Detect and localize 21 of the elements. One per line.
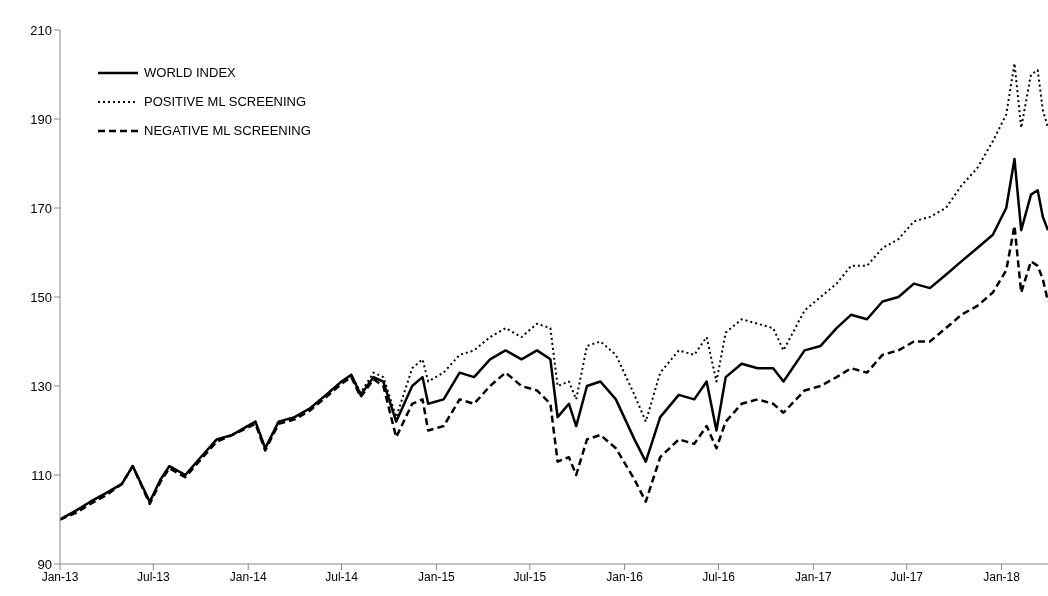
- y-tick-label: 130: [30, 378, 52, 394]
- x-tick-label: Jul-17: [890, 569, 924, 584]
- x-tick-label: Jan-18: [983, 569, 1021, 584]
- y-tick-label: 110: [31, 467, 52, 483]
- x-tick-label: Jul-15: [513, 569, 547, 584]
- legend-label: WORLD INDEX: [144, 65, 236, 80]
- legend-label: POSITIVE ML SCREENING: [144, 94, 307, 109]
- y-tick-label: 210: [30, 22, 52, 38]
- y-tick-label: 150: [30, 289, 52, 305]
- x-tick-label: Jan-13: [41, 569, 79, 584]
- y-tick-label: 90: [37, 556, 52, 572]
- x-tick-label: Jan-17: [795, 569, 833, 584]
- y-tick-label: 190: [30, 111, 52, 127]
- x-tick-label: Jul-13: [136, 569, 170, 584]
- x-tick-label: Jul-16: [702, 569, 736, 584]
- x-tick-label: Jul-14: [325, 569, 359, 584]
- legend-label: NEGATIVE ML SCREENING: [144, 123, 311, 138]
- x-tick-label: Jan-15: [418, 569, 456, 584]
- y-tick-label: 170: [30, 200, 52, 216]
- x-tick-label: Jan-16: [606, 569, 644, 584]
- x-tick-label: Jan-14: [229, 569, 267, 584]
